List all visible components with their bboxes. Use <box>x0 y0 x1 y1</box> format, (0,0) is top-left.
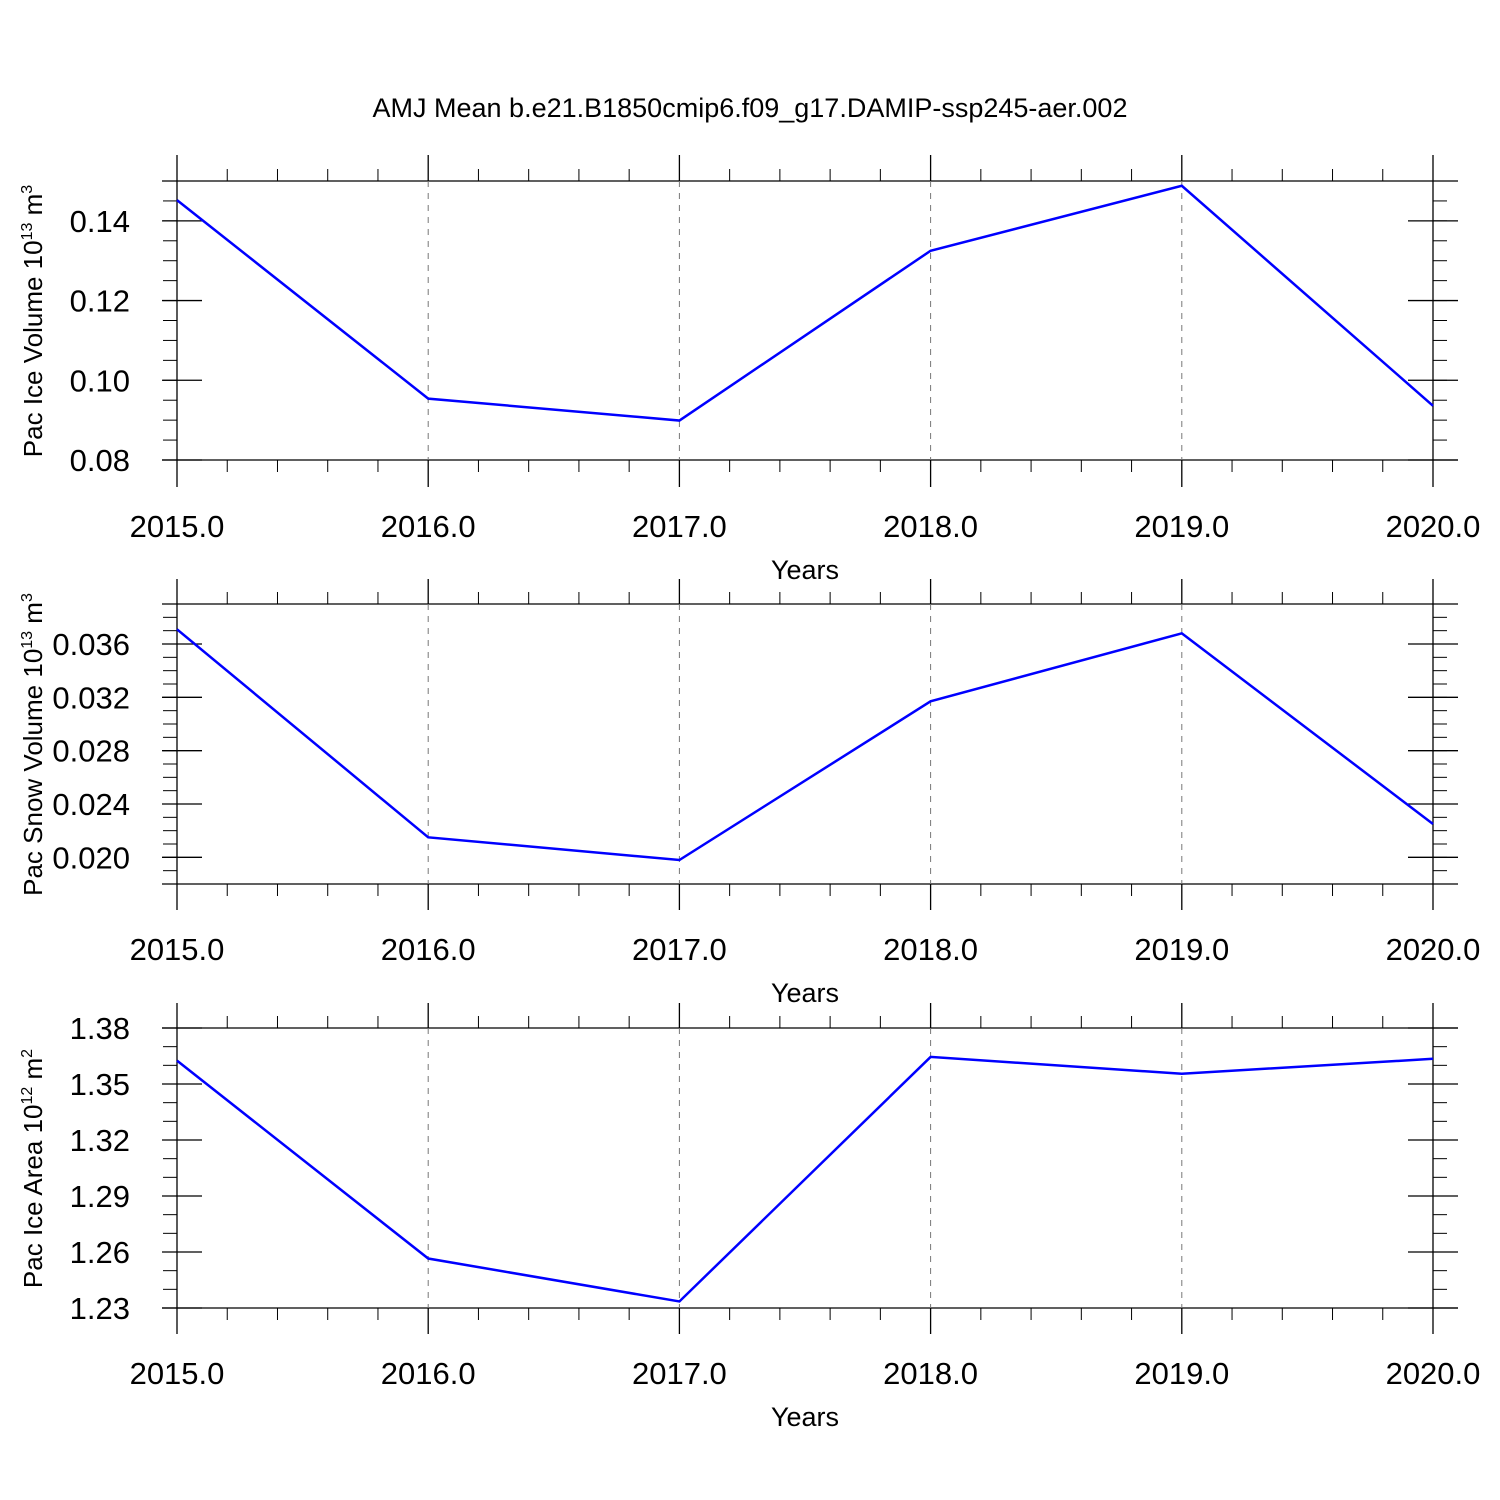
y-tick-label: 1.26 <box>70 1235 130 1270</box>
x-tick-label: 2019.0 <box>1134 1356 1229 1391</box>
y-tick-label: 0.10 <box>70 363 130 398</box>
x-tick-label: 2020.0 <box>1386 1356 1481 1391</box>
x-tick-label: 2018.0 <box>883 932 978 967</box>
panel-1: 2015.0 2016.0 2017.0 2018.0 2019.0 2020.0 0.08… <box>18 155 1480 585</box>
y-tick-label: 0.028 <box>52 734 130 769</box>
y-axis-label: Pac Ice Area 1012 m2 <box>18 1049 48 1288</box>
series-line <box>176 184 1434 422</box>
panel-3: 2015.0 2016.0 2017.0 2018.0 2019.0 2020.0 1.23… <box>18 1003 1480 1432</box>
y-tick-label: 1.35 <box>70 1067 130 1102</box>
x-axis-label: Years <box>771 978 839 1008</box>
x-tick-label: 2017.0 <box>632 509 727 544</box>
y-tick-label: 1.32 <box>70 1123 130 1158</box>
x-tick-label: 2016.0 <box>381 509 476 544</box>
x-tick-label: 2016.0 <box>381 1356 476 1391</box>
y-tick-label: 0.020 <box>52 840 130 875</box>
x-tick-label: 2019.0 <box>1134 509 1229 544</box>
x-tick-label: 2017.0 <box>632 1356 727 1391</box>
y-tick-label: 0.14 <box>70 204 130 239</box>
y-tick-label: 0.12 <box>70 284 130 319</box>
x-tick-label: 2018.0 <box>883 1356 978 1391</box>
x-tick-label: 2015.0 <box>130 1356 225 1391</box>
y-tick-label: 0.036 <box>52 627 130 662</box>
y-tick-label: 1.23 <box>70 1291 130 1326</box>
panel-2: 2015.0 2016.0 2017.0 2018.0 2019.0 2020.0 0.02… <box>18 579 1480 1008</box>
x-tick-label: 2015.0 <box>130 509 225 544</box>
x-tick-label: 2018.0 <box>883 509 978 544</box>
series-line <box>176 1055 1434 1303</box>
x-tick-label: 2019.0 <box>1134 932 1229 967</box>
y-tick-label: 0.032 <box>52 680 130 715</box>
x-tick-label: 2015.0 <box>130 932 225 967</box>
x-tick-label: 2016.0 <box>381 932 476 967</box>
y-axis-label: Pac Snow Volume 1013 m3 <box>18 593 48 896</box>
y-axis-label: Pac Ice Volume 1013 m3 <box>18 185 48 458</box>
x-tick-label: 2020.0 <box>1386 509 1481 544</box>
y-tick-label: 1.38 <box>70 1011 130 1046</box>
y-tick-label: 0.08 <box>70 443 130 478</box>
x-axis-label: Years <box>771 555 839 585</box>
series-line <box>176 628 1434 862</box>
y-tick-label: 0.024 <box>52 787 130 822</box>
y-tick-label: 1.29 <box>70 1179 130 1214</box>
x-tick-label: 2017.0 <box>632 932 727 967</box>
x-axis-label: Years <box>771 1402 839 1432</box>
chart-title: AMJ Mean b.e21.B1850cmip6.f09_g17.DAMIP-… <box>373 93 1128 123</box>
x-tick-label: 2020.0 <box>1386 932 1481 967</box>
